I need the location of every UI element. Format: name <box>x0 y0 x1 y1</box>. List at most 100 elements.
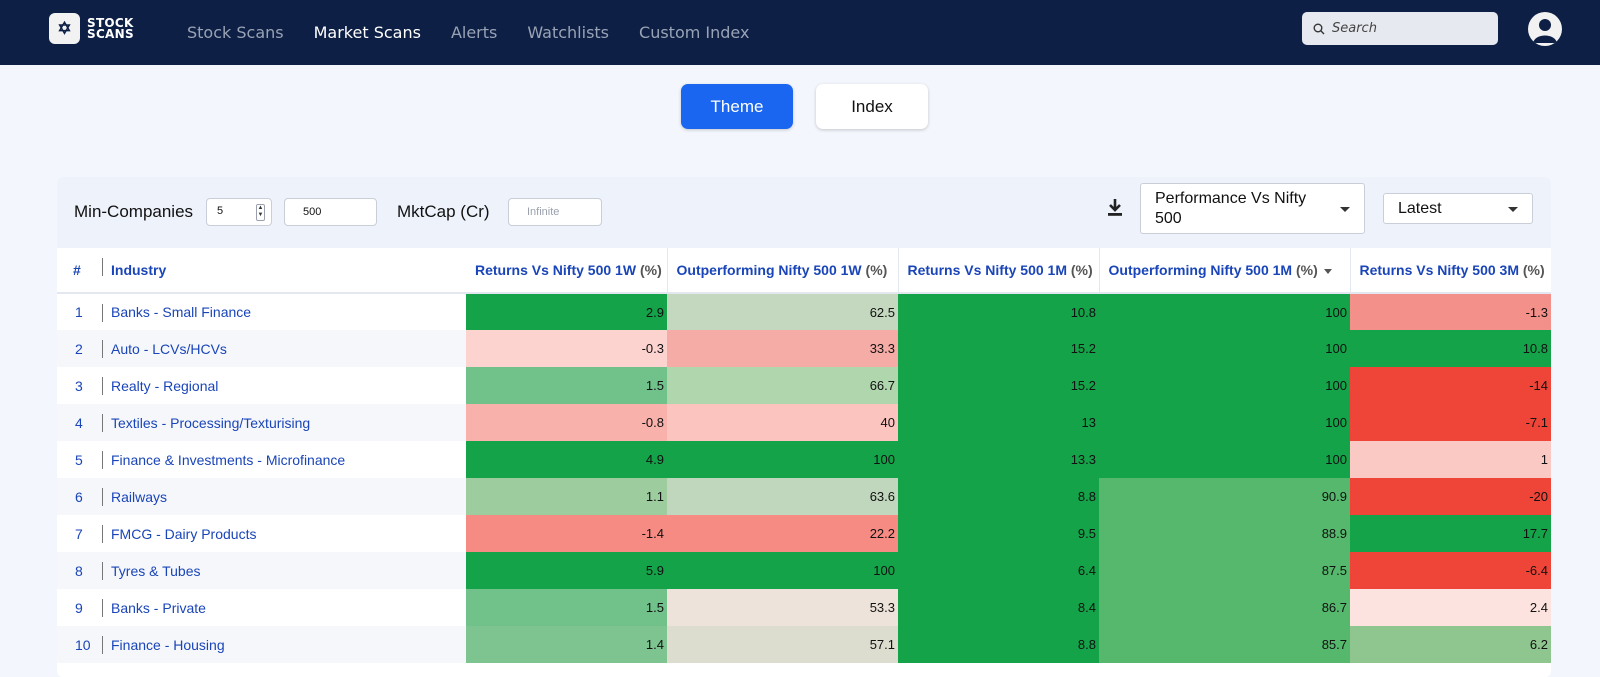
outperforming-1w-cell: 100 <box>667 441 898 478</box>
returns-1m-cell: 15.2 <box>898 367 1099 404</box>
industry-link[interactable]: Auto - LCVs/HCVs <box>102 330 466 367</box>
col-header-returns-3m[interactable]: Returns Vs Nifty 500 3M (%) <box>1350 248 1551 294</box>
col-header-returns-1m[interactable]: Returns Vs Nifty 500 1M (%) <box>898 248 1100 294</box>
col-header-rank[interactable]: # <box>57 248 102 294</box>
returns-1m-cell: 10.8 <box>898 293 1099 330</box>
table-row[interactable]: 6 Railways 1.1 63.6 8.8 90.9 -20 <box>57 478 1551 515</box>
max-companies-input[interactable]: 500 <box>284 198 377 226</box>
nav-alerts[interactable]: Alerts <box>450 23 498 42</box>
stockscans-logo[interactable]: ✡ STOCK SCANS <box>49 13 134 44</box>
min-companies-stepper[interactable]: 5 ▲ ▼ <box>206 198 272 226</box>
industry-link[interactable]: Textiles - Processing/Texturising <box>102 404 466 441</box>
returns-1w-cell: 1.5 <box>466 367 667 404</box>
index-button[interactable]: Index <box>816 84 928 129</box>
logo-wordmark: STOCK SCANS <box>87 15 134 40</box>
col-header-outperforming-1m[interactable]: Outperforming Nifty 500 1M (%) <box>1099 248 1351 294</box>
returns-1w-cell: -1.4 <box>466 515 667 552</box>
table-row[interactable]: 3 Realty - Regional 1.5 66.7 15.2 100 -1… <box>57 367 1551 404</box>
outperforming-1m-cell: 85.7 <box>1099 626 1350 663</box>
performance-select-line-2: 500 <box>1155 210 1182 227</box>
row-rank: 4 <box>57 404 102 441</box>
returns-3m-cell: 1 <box>1350 441 1551 478</box>
returns-3m-cell: 17.7 <box>1350 515 1551 552</box>
search-box[interactable] <box>1302 12 1498 45</box>
outperforming-1m-cell: 100 <box>1099 441 1350 478</box>
mktcap-input[interactable]: Infinite <box>508 198 602 226</box>
period-select-value: Latest <box>1398 200 1442 217</box>
table-row[interactable]: 1 Banks - Small Finance 2.9 62.5 10.8 10… <box>57 293 1551 330</box>
industry-link[interactable]: Finance - Housing <box>102 626 466 663</box>
col-header-unit: (%) <box>1522 262 1545 278</box>
col-header-label: Returns Vs Nifty 500 1M <box>907 262 1068 278</box>
col-header-unit: (%) <box>639 262 662 278</box>
table-row[interactable]: 8 Tyres & Tubes 5.9 100 6.4 87.5 -6.4 <box>57 552 1551 589</box>
row-rank: 3 <box>57 367 102 404</box>
nav-stock-scans[interactable]: Stock Scans <box>187 23 284 42</box>
nav-watchlists[interactable]: Watchlists <box>527 23 610 42</box>
industry-link[interactable]: Banks - Small Finance <box>102 293 466 330</box>
industry-link[interactable]: FMCG - Dairy Products <box>102 515 466 552</box>
logo-line-1: STOCK <box>87 15 134 30</box>
outperforming-1m-cell: 100 <box>1099 404 1350 441</box>
table-row[interactable]: 10 Finance - Housing 1.4 57.1 8.8 85.7 6… <box>57 626 1551 663</box>
col-header-label: Returns Vs Nifty 500 3M <box>1359 262 1520 278</box>
performance-select-line-1: Performance Vs Nifty <box>1155 190 1307 207</box>
col-header-outperforming-1w[interactable]: Outperforming Nifty 500 1W (%) <box>667 248 899 294</box>
industry-link[interactable]: Railways <box>102 478 466 515</box>
theme-button[interactable]: Theme <box>681 84 793 129</box>
min-companies-value: 5 <box>217 205 224 217</box>
download-icon[interactable] <box>1106 198 1124 218</box>
returns-1m-cell: 13 <box>898 404 1099 441</box>
row-rank: 5 <box>57 441 102 478</box>
returns-1m-cell: 15.2 <box>898 330 1099 367</box>
returns-3m-cell: 2.4 <box>1350 589 1551 626</box>
chevron-down-icon <box>1340 206 1350 212</box>
nav-custom-index[interactable]: Custom Index <box>639 23 750 42</box>
outperforming-1m-cell: 90.9 <box>1099 478 1350 515</box>
returns-3m-cell: -14 <box>1350 367 1551 404</box>
returns-1w-cell: -0.3 <box>466 330 667 367</box>
col-header-label: Returns Vs Nifty 500 1W <box>475 262 637 278</box>
period-select[interactable]: Latest <box>1383 193 1533 224</box>
row-rank: 1 <box>57 293 102 330</box>
returns-1w-cell: -0.8 <box>466 404 667 441</box>
returns-3m-cell: 10.8 <box>1350 330 1551 367</box>
user-avatar-icon[interactable] <box>1528 12 1562 46</box>
outperforming-1m-cell: 100 <box>1099 293 1350 330</box>
table-body: 1 Banks - Small Finance 2.9 62.5 10.8 10… <box>57 293 1551 663</box>
returns-3m-cell: -1.3 <box>1350 293 1551 330</box>
outperforming-1w-cell: 40 <box>667 404 898 441</box>
table-row[interactable]: 4 Textiles - Processing/Texturising -0.8… <box>57 404 1551 441</box>
filter-toolbar: Min-Companies 5 ▲ ▼ 500 MktCap (Cr) Infin… <box>57 177 1551 248</box>
stepper-arrows-icon[interactable]: ▲ ▼ <box>256 204 265 221</box>
mktcap-label: MktCap (Cr) <box>397 202 490 221</box>
row-rank: 7 <box>57 515 102 552</box>
col-header-industry[interactable]: Industry <box>102 248 466 294</box>
search-input[interactable] <box>1332 21 1492 36</box>
returns-1w-cell: 1.5 <box>466 589 667 626</box>
row-rank: 10 <box>57 626 102 663</box>
returns-1m-cell: 8.4 <box>898 589 1099 626</box>
sort-desc-icon[interactable] <box>1323 268 1332 274</box>
returns-1w-cell: 2.9 <box>466 293 667 330</box>
view-toggle: Theme Index <box>0 84 1600 130</box>
outperforming-1m-cell: 100 <box>1099 367 1350 404</box>
col-header-label: Industry <box>111 262 167 278</box>
col-header-returns-1w[interactable]: Returns Vs Nifty 500 1W (%) <box>466 248 668 294</box>
table-row[interactable]: 7 FMCG - Dairy Products -1.4 22.2 9.5 88… <box>57 515 1551 552</box>
outperforming-1w-cell: 57.1 <box>667 626 898 663</box>
col-header-unit: (%) <box>1070 262 1093 278</box>
returns-3m-cell: -7.1 <box>1350 404 1551 441</box>
nav-market-scans[interactable]: Market Scans <box>313 23 421 42</box>
min-companies-label: Min-Companies <box>74 202 194 221</box>
industry-link[interactable]: Tyres & Tubes <box>102 552 466 589</box>
table-row[interactable]: 5 Finance & Investments - Microfinance 4… <box>57 441 1551 478</box>
performance-select[interactable]: Performance Vs Nifty 500 <box>1140 183 1365 234</box>
table-row[interactable]: 2 Auto - LCVs/HCVs -0.3 33.3 15.2 100 10… <box>57 330 1551 367</box>
table-row[interactable]: 9 Banks - Private 1.5 53.3 8.4 86.7 2.4 <box>57 589 1551 626</box>
outperforming-1w-cell: 63.6 <box>667 478 898 515</box>
industry-link[interactable]: Realty - Regional <box>102 367 466 404</box>
industry-link[interactable]: Finance & Investments - Microfinance <box>102 441 466 478</box>
search-icon <box>1313 23 1325 34</box>
industry-link[interactable]: Banks - Private <box>102 589 466 626</box>
